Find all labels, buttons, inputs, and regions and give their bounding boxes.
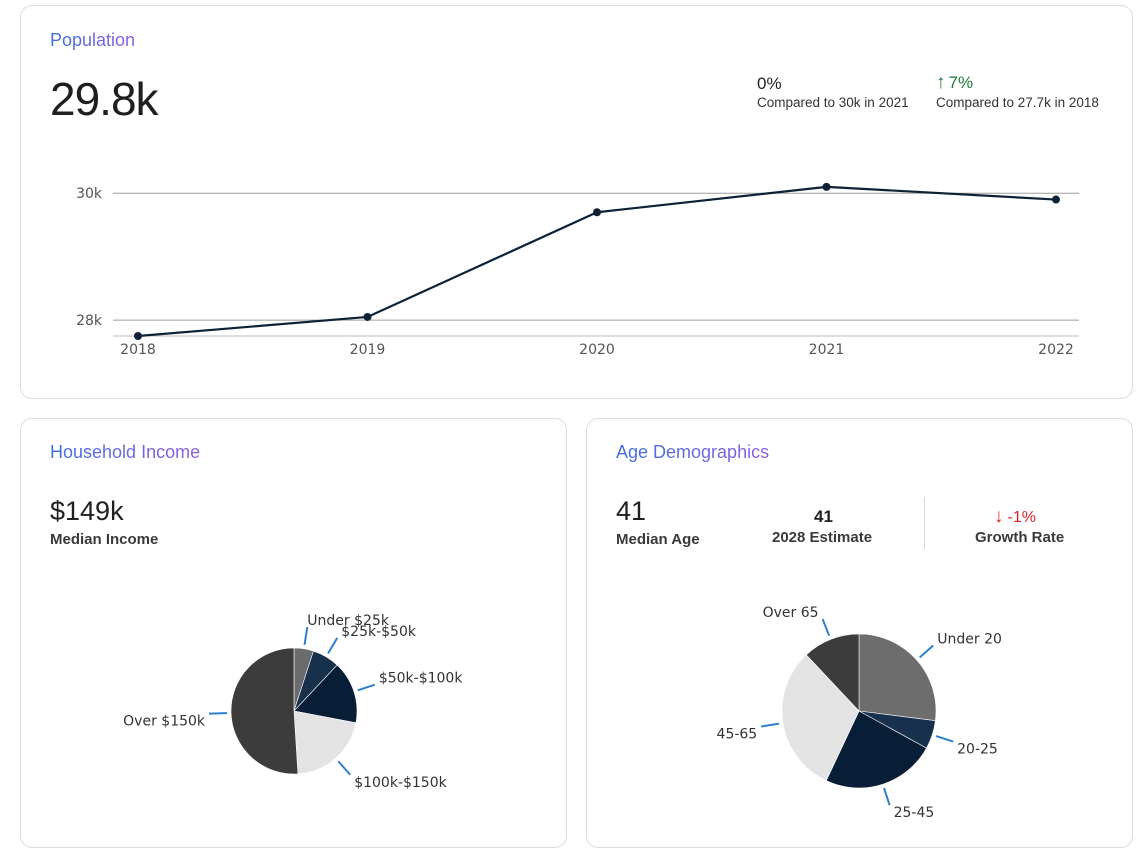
arrow-down-icon: ↓: [994, 506, 1004, 527]
compare-2021-label: Compared to 30k in 2021: [757, 95, 909, 110]
stat-divider: [924, 497, 925, 549]
household-income-card: Household Income $149k Median Income Und…: [20, 418, 567, 848]
income-label-50k-100k: $50k-$100k: [379, 671, 464, 687]
y-tick-label-30k: 30k: [76, 186, 103, 202]
x-tick-label-2020: 2020: [579, 342, 615, 358]
population-title: Population: [50, 30, 136, 50]
income-leader-25k-50k: [327, 637, 339, 654]
income-label-25k-50k: $25k-$50k: [341, 624, 417, 640]
income-slice-100k-150k: [293, 710, 357, 775]
estimate-value: 41: [814, 507, 833, 526]
growth-value-row: ↓ -1%: [994, 506, 1036, 528]
age-demographics-title: Age Demographics: [616, 442, 770, 462]
y-tick-label-28k: 28k: [76, 313, 103, 329]
age-label-under-20: Under 20: [937, 632, 1002, 648]
estimate-label: 2028 Estimate: [772, 529, 873, 546]
income-leader-over-150k: [209, 712, 228, 715]
median-income-value: $149k: [50, 496, 124, 526]
age-pie-chart: Under 20 20-25 25-45 45-65 Over 65: [717, 605, 1002, 821]
compare-2021-value: 0%: [757, 74, 782, 93]
arrow-up-icon: ↑: [936, 72, 946, 93]
data-point-2020: [593, 208, 601, 217]
income-leader-100k-150k: [337, 760, 351, 776]
median-age-value: 41: [616, 496, 647, 526]
age-leader-under-20: [919, 644, 934, 659]
compare-2018: ↑ 7% Compared to 27.7k in 2018: [936, 72, 1099, 110]
age-label-20-25: 20-25: [957, 742, 998, 758]
x-tick-label-2018: 2018: [120, 342, 156, 358]
population-value: 29.8k: [50, 73, 159, 125]
income-pie-chart: Under $25k$25k-$50k $50k-$100k $100k-$150k…: [123, 613, 464, 791]
age-label-25-45: 25-45: [894, 805, 935, 821]
age-slice-over-65: [805, 633, 860, 712]
income-label-100k-150k: $100k-$150k: [354, 775, 447, 791]
age-label-over-65: Over 65: [763, 605, 819, 621]
x-tick-label-2022: 2022: [1038, 342, 1074, 358]
x-tick-label-2021: 2021: [809, 342, 845, 358]
age-leader-25-45: [883, 787, 891, 806]
age-slice-under-20: [858, 633, 937, 721]
growth-label: Growth Rate: [975, 529, 1065, 546]
compare-2018-label: Compared to 27.7k in 2018: [936, 95, 1099, 110]
income-label-over-150k: Over $150k: [123, 714, 206, 730]
age-slice-45-65: [781, 654, 860, 782]
age-demographics-card: Age Demographics 41 Median Age 41 2028 E…: [586, 418, 1133, 848]
compare-2018-value-row: ↑ 7%: [936, 72, 1099, 94]
income-leader-50k-100k: [357, 683, 376, 692]
income-slice-50k-100k: [293, 664, 358, 724]
compare-2021: 0% Compared to 30k in 2021: [757, 74, 909, 110]
growth-value: -1%: [1007, 509, 1036, 526]
age-leader-20-25: [935, 735, 954, 743]
data-point-2018: [134, 332, 142, 340]
data-point-2022: [1052, 195, 1060, 204]
population-line-chart: 28k 30k 2018 2019 2020 2021 2022: [76, 182, 1079, 358]
income-label-under-25k: Under $25k: [307, 613, 390, 629]
median-income-label: Median Income: [50, 531, 159, 548]
income-leader-under-25k: [303, 626, 309, 645]
data-point-2021: [822, 182, 831, 191]
age-slice-25-45: [825, 710, 927, 789]
population-card: Population 29.8k 0% Compared to 30k in 2…: [20, 5, 1133, 399]
age-label-45-65: 45-65: [717, 726, 758, 742]
compare-2018-value: 7%: [948, 73, 974, 92]
income-slice-over-150k: [230, 647, 299, 775]
age-leader-45-65: [761, 722, 780, 728]
household-income-title: Household Income: [50, 442, 201, 462]
x-tick-label-2019: 2019: [350, 342, 386, 358]
median-age-label: Median Age: [616, 531, 700, 548]
age-leader-over-65: [821, 618, 831, 637]
data-point-2019: [363, 312, 372, 321]
